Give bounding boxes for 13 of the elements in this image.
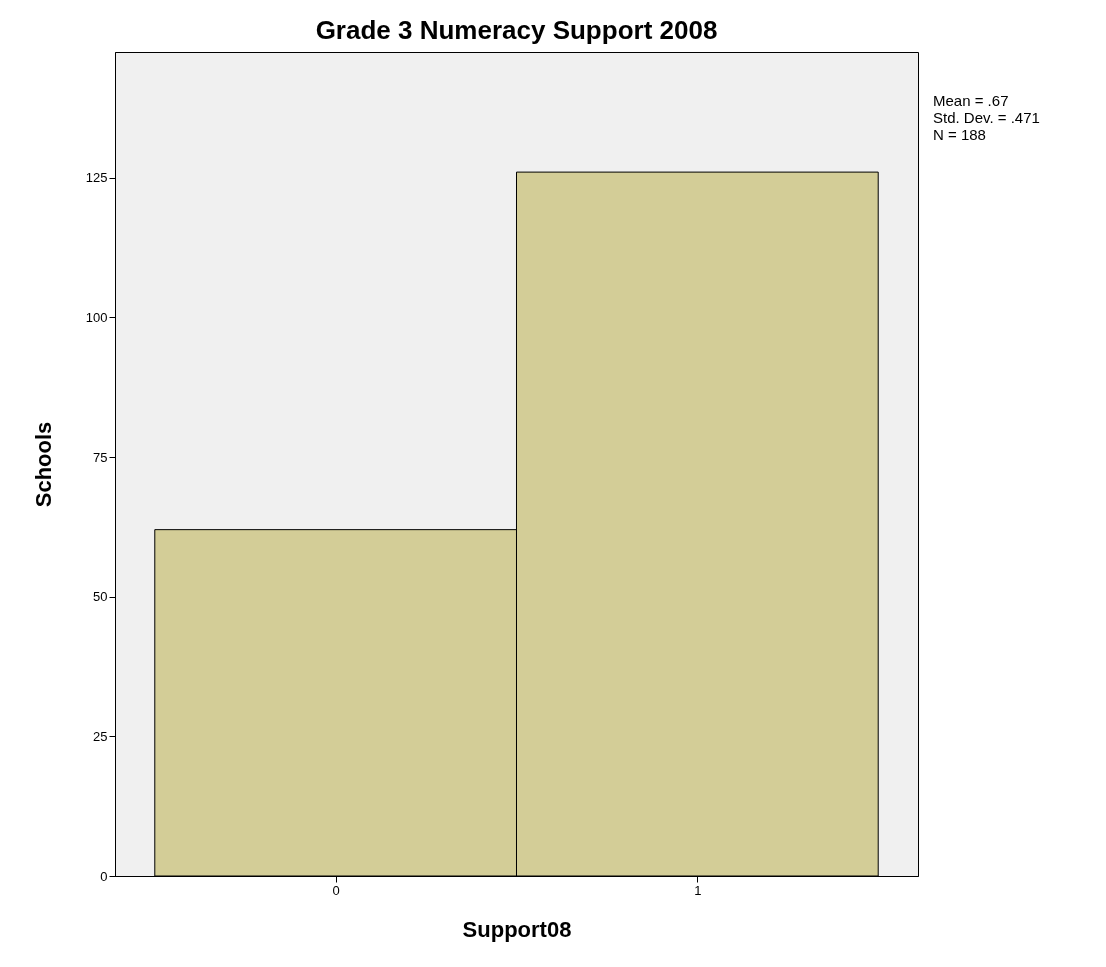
y-tick-label: 50 <box>93 589 108 605</box>
y-tick-label: 0 <box>100 868 108 884</box>
y-tick-label: 75 <box>93 449 108 465</box>
y-axis-title: Schools <box>30 421 56 508</box>
chart-title: Grade 3 Numeracy Support 2008 <box>315 15 718 45</box>
text: Std. Dev. = .471 <box>933 109 1040 126</box>
text: Mean = .67 <box>933 92 1009 109</box>
y-tick-label: 125 <box>85 170 108 186</box>
y-tick-label: 100 <box>85 309 108 325</box>
text: N = 188 <box>933 126 986 143</box>
y-tick-label: 25 <box>93 728 108 744</box>
x-axis-title: Support08 <box>462 916 572 942</box>
x-tick-label: 1 <box>694 882 702 898</box>
